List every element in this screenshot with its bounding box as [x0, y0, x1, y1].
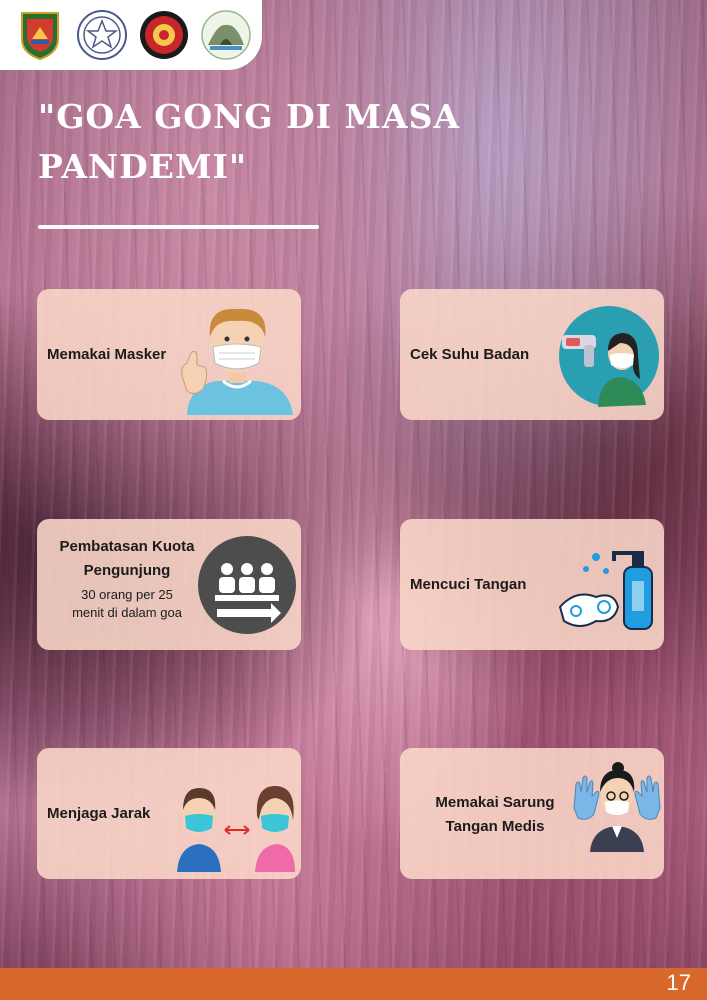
- person-wearing-mask-icon: [181, 308, 293, 415]
- card-label-line-2: Tangan Medis: [445, 818, 545, 835]
- page-title: "GOA GONG DI MASA PANDEMI": [38, 92, 558, 192]
- card-mencuci-tangan: Mencuci Tangan: [400, 519, 664, 650]
- card-subtitle: 30 orang per 25 menit di dalam goa: [37, 586, 217, 622]
- title-underline: [38, 225, 319, 229]
- card-label-line-1: Memakai Sarung: [435, 794, 555, 811]
- university-seal-icon: [77, 10, 127, 60]
- card-memakai-masker: Memakai Masker: [37, 289, 301, 420]
- cave-tourism-logo-icon: [201, 10, 251, 60]
- page-number: 17: [666, 970, 691, 995]
- card-menjaga-jarak: Menjaga Jarak: [37, 748, 301, 879]
- card-label-line-2: Pengunjung: [83, 562, 171, 579]
- card-label: Menjaga Jarak: [47, 805, 151, 822]
- hand-washing-soap-icon: [558, 551, 653, 630]
- card-label: Memakai Sarung Tangan Medis: [410, 791, 580, 839]
- social-distancing-icon: [177, 786, 295, 872]
- footer-bar: 17: [0, 968, 707, 1000]
- kabupaten-crest-icon: [21, 12, 59, 61]
- card-subtitle-line-1: 30 orang per 25: [81, 587, 173, 602]
- card-subtitle-line-2: menit di dalam goa: [72, 605, 182, 620]
- visitor-quota-group-icon: [198, 536, 296, 634]
- temperature-check-icon: [559, 306, 659, 407]
- logo-bar: [0, 0, 262, 70]
- card-sarung-tangan-medis: Memakai Sarung Tangan Medis: [400, 748, 664, 879]
- card-cek-suhu-badan: Cek Suhu Badan: [400, 289, 664, 420]
- medical-gloves-person-icon: [573, 762, 661, 852]
- card-label: Pembatasan Kuota Pengunjung: [37, 535, 217, 583]
- card-pembatasan-kuota: Pembatasan Kuota Pengunjung 30 orang per…: [37, 519, 301, 650]
- card-label: Cek Suhu Badan: [410, 346, 530, 363]
- card-label-line-1: Pembatasan Kuota: [59, 538, 195, 555]
- title-line-1: "GOA GONG DI MASA: [38, 97, 461, 136]
- title-line-2: PANDEMI": [38, 147, 248, 186]
- organization-emblem-icon: [140, 11, 188, 59]
- card-label: Memakai Masker: [47, 346, 167, 363]
- card-label: Mencuci Tangan: [410, 576, 527, 593]
